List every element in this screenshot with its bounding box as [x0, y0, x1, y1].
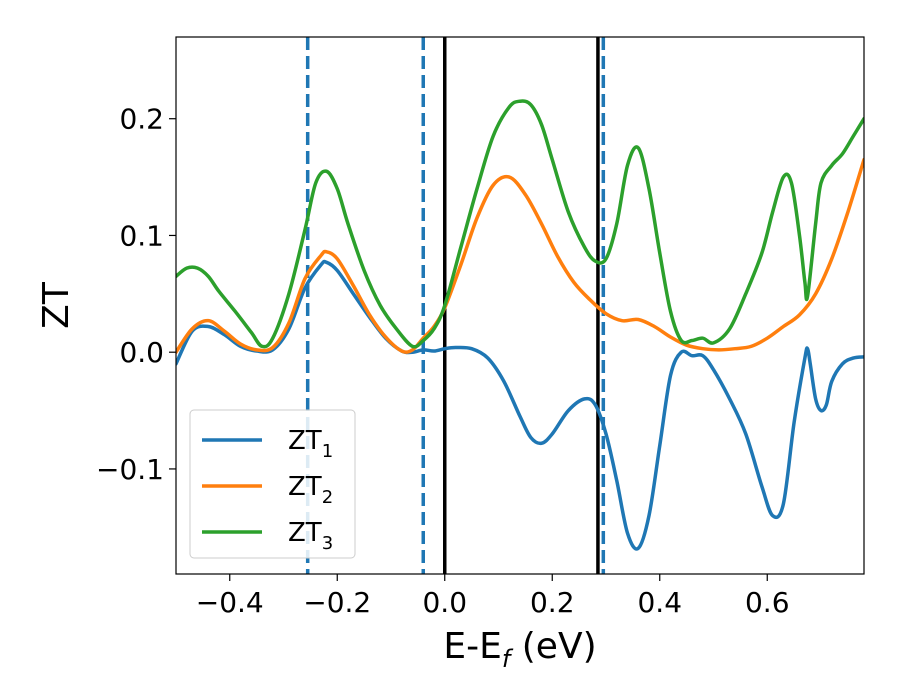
plot-frame — [175, 36, 865, 575]
x-axis-ticks: −0.4 −0.2 0.0 0.2 0.4 0.6 — [196, 574, 790, 619]
y-tick-label: 0.1 — [119, 219, 164, 252]
legend-label-zt1: ZT1 — [288, 426, 333, 462]
y-axis-title: ZT — [36, 281, 77, 329]
legend-box — [189, 409, 356, 559]
series-line-zt3 — [176, 99, 864, 349]
x-axis-title: E-Ef (eV) — [443, 626, 596, 673]
y-tick-label: −0.1 — [96, 453, 164, 486]
x-tick-label: 0.0 — [422, 586, 467, 619]
series-lines — [176, 99, 864, 551]
x-axis-title-main: E-E — [443, 626, 501, 667]
series-line-zt1 — [176, 259, 864, 551]
x-tick-label: 0.4 — [637, 586, 682, 619]
y-tick-label: 0.0 — [119, 336, 164, 369]
legend-items: ZT1 ZT2 ZT3 — [202, 426, 333, 554]
legend-label-zt3: ZT3 — [288, 518, 333, 554]
x-tick-label: −0.4 — [196, 586, 264, 619]
legend-label-zt2: ZT2 — [288, 472, 333, 508]
x-axis-title-unit: (eV) — [510, 626, 596, 667]
x-tick-label: 0.2 — [530, 586, 575, 619]
x-tick-label: 0.6 — [745, 586, 790, 619]
y-axis-ticks: −0.1 0.0 0.1 0.2 — [96, 103, 176, 486]
x-tick-label: −0.2 — [303, 586, 371, 619]
series-line-zt2 — [176, 157, 864, 354]
y-tick-label: 0.2 — [119, 103, 164, 136]
legend: ZT1 ZT2 ZT3 — [189, 409, 356, 559]
